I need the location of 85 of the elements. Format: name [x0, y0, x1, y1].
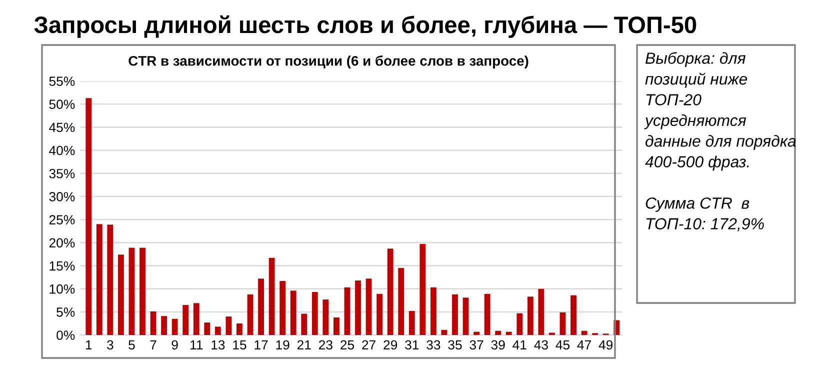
- bar: [107, 224, 114, 335]
- x-tick-label: 13: [212, 340, 225, 350]
- bar: [376, 294, 383, 335]
- bar: [236, 323, 242, 335]
- bar: [268, 258, 275, 335]
- bar: [193, 303, 200, 335]
- x-tick-label: 23: [319, 340, 332, 350]
- bar: [452, 294, 458, 335]
- bar: [118, 254, 124, 335]
- y-tick-label: 25%: [49, 215, 75, 224]
- x-tick-label: 47: [577, 340, 591, 350]
- y-tick-label: 55%: [49, 76, 75, 86]
- x-tick-label: 35: [448, 340, 462, 350]
- y-tick-label: 40%: [49, 146, 75, 156]
- chart-title: Запросы длиной шесть слов и более, глубина — ТОП-50: [34, 15, 696, 38]
- bar: [441, 330, 448, 335]
- y-tick-label: 50%: [49, 100, 75, 109]
- bar: [247, 294, 254, 335]
- x-tick-label: 39: [491, 340, 505, 350]
- bar: [408, 310, 415, 335]
- text: Выборка: для позиций ниже ТОП-20 усредняются данные для порядка 400-500 фраз. Сумма CTR в ТОП-10: 172,9%: [644, 52, 796, 232]
- bar: [128, 248, 135, 335]
- bar: [398, 268, 404, 335]
- bar: [322, 299, 329, 335]
- y-tick-label: 20%: [49, 238, 75, 248]
- bar: [96, 224, 102, 335]
- y-tick-label: 30%: [49, 192, 75, 202]
- y-tick-label: 5%: [56, 308, 75, 317]
- y-tick-label: 15%: [50, 261, 75, 271]
- y-tick-label: 0%: [56, 330, 75, 340]
- bar: [161, 316, 168, 335]
- bar: [527, 296, 534, 335]
- x-tick-label: 29: [384, 340, 398, 350]
- x-tick-label: 17: [254, 340, 268, 350]
- x-tick-label: 11: [190, 340, 203, 350]
- y-tick-label: 45%: [49, 122, 75, 132]
- bar: [258, 278, 264, 335]
- bar: [344, 287, 350, 335]
- bar: [366, 278, 372, 335]
- bar: [150, 311, 156, 335]
- bar: [560, 312, 566, 335]
- bar: [140, 248, 146, 335]
- bar: [226, 316, 232, 335]
- x-tick-label: 31: [405, 340, 419, 350]
- bar: [538, 288, 544, 335]
- bar: [516, 313, 523, 335]
- x-tick-label: 15: [233, 340, 246, 350]
- y-tick-label: 35%: [49, 168, 75, 178]
- bar: [462, 298, 469, 335]
- bar: [495, 330, 502, 335]
- y-tick-label: 10%: [50, 284, 75, 294]
- bar: [301, 314, 308, 335]
- x-tick-label: 27: [362, 340, 376, 350]
- bar: [474, 332, 480, 335]
- x-tick-label: 3: [107, 340, 114, 350]
- x-tick-label: 33: [426, 340, 440, 350]
- x-tick-label: 37: [470, 340, 484, 350]
- x-tick-label: 1: [86, 340, 92, 350]
- x-tick-label: 5: [128, 340, 135, 350]
- x-tick-label: 49: [598, 340, 613, 350]
- bar: [182, 304, 189, 335]
- bar: [290, 290, 296, 335]
- bar: [204, 322, 210, 335]
- bar: [280, 280, 286, 335]
- bar: [570, 295, 576, 335]
- x-tick-label: 41: [512, 340, 526, 350]
- bar: [86, 98, 92, 335]
- bar: [312, 292, 318, 335]
- bar: [506, 332, 512, 335]
- bar: [214, 326, 221, 335]
- x-tick-label: 7: [150, 340, 156, 350]
- x-tick-label: 9: [172, 340, 178, 350]
- x-tick-label: 19: [276, 340, 290, 350]
- bar: [420, 244, 426, 335]
- bar: [333, 317, 340, 335]
- bar: [387, 248, 394, 335]
- x-tick-label: 25: [340, 340, 354, 350]
- bar: [172, 318, 178, 335]
- chart-subtitle: CTR в зависимости от позиции (6 и более слов в запросе): [128, 55, 528, 69]
- x-tick-label: 43: [534, 340, 548, 350]
- bar: [484, 294, 490, 335]
- bar: [355, 280, 361, 335]
- x-tick-label: 45: [556, 340, 570, 350]
- bar: [430, 287, 436, 335]
- x-tick-label: 21: [297, 340, 311, 350]
